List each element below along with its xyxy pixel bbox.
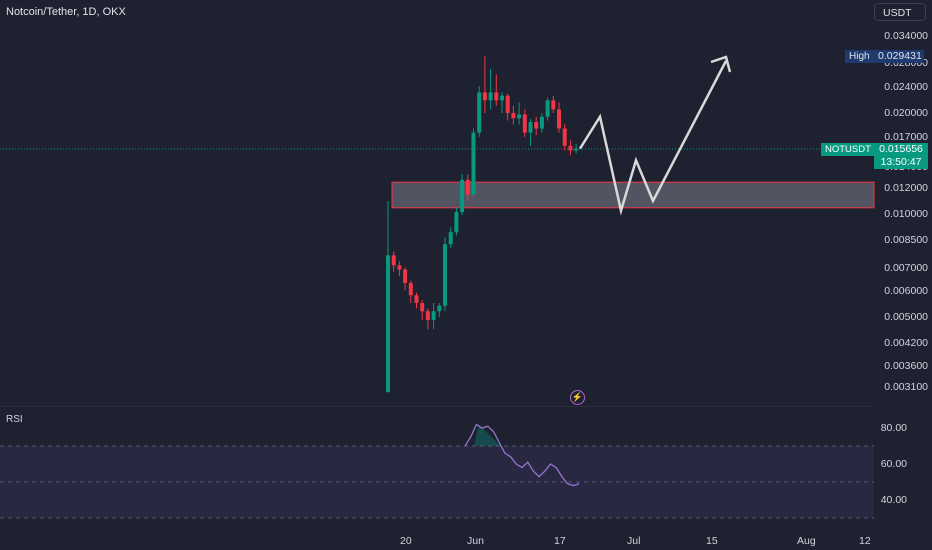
- support-zone: [391, 181, 875, 209]
- high-value: 0.029431: [874, 50, 924, 63]
- candle-body: [574, 148, 579, 151]
- candle-body: [408, 282, 413, 296]
- candle-body: [386, 255, 390, 393]
- currency-button[interactable]: USDT: [874, 3, 926, 21]
- rsi-line: [464, 423, 580, 487]
- candle-body: [568, 145, 573, 151]
- time-tick-label: Jul: [627, 535, 641, 547]
- candle-body: [511, 113, 516, 119]
- candle-body: [443, 244, 447, 306]
- price-tick-label: 0.005000: [884, 311, 928, 323]
- candle-body: [420, 302, 425, 312]
- candle-body: [494, 92, 499, 101]
- price-tick-label: 0.006000: [884, 285, 928, 297]
- time-tick-label: Jun: [467, 535, 484, 547]
- chart-title: Notcoin/Tether, 1D, OKX: [6, 6, 126, 18]
- lightning-icon[interactable]: ⚡: [570, 390, 585, 405]
- candle-body: [454, 212, 459, 233]
- price-tick-label: 0.008500: [884, 234, 928, 246]
- candle-body: [477, 92, 482, 133]
- price-tick-label: 0.034000: [884, 30, 928, 42]
- candle-body: [471, 132, 476, 195]
- countdown: 13:50:47: [880, 156, 922, 168]
- rsi-tick-label: 40.00: [880, 494, 907, 506]
- candle-body: [482, 92, 487, 101]
- price-tick-label: 0.020000: [884, 107, 928, 119]
- price-tick-label: 0.012000: [884, 182, 928, 194]
- candle-body: [517, 114, 522, 119]
- candle-body: [534, 122, 539, 129]
- candle-body: [522, 114, 527, 133]
- candle-body: [545, 100, 550, 117]
- price-tick-label: 0.004200: [884, 337, 928, 349]
- candle-body: [448, 232, 453, 245]
- current-price: 0.015656: [879, 143, 923, 155]
- candle-body: [437, 305, 442, 312]
- rsi-overbought-fill: [474, 424, 500, 446]
- projection-arrowhead: [710, 55, 732, 73]
- candle-body: [397, 265, 402, 270]
- candle-body: [403, 269, 408, 283]
- projection-path: [578, 60, 728, 216]
- candle-body: [425, 311, 430, 320]
- candle-body: [562, 128, 567, 146]
- price-tick-label: 0.010000: [884, 208, 928, 220]
- time-tick-label: 12: [859, 535, 871, 547]
- price-tick-label: 0.007000: [884, 262, 928, 274]
- price-tick-label: 0.003100: [884, 381, 928, 393]
- rsi-tick-label: 60.00: [880, 458, 907, 470]
- candle-body: [431, 311, 436, 320]
- price-tick-label: 0.017000: [884, 131, 928, 143]
- candle-body: [391, 255, 396, 266]
- rsi-label: RSI: [6, 414, 23, 425]
- time-tick-label: 17: [554, 535, 566, 547]
- candle-body: [528, 122, 533, 133]
- candle-body: [500, 95, 504, 101]
- candle-body: [488, 92, 493, 101]
- candle-body: [414, 295, 419, 303]
- candle-body: [460, 179, 465, 213]
- time-tick-label: 20: [400, 535, 412, 547]
- rsi-tick-label: 80.00: [880, 422, 907, 434]
- high-label: High: [845, 50, 874, 63]
- price-tick-label: 0.024000: [884, 81, 928, 93]
- current-symbol-badge: NOTUSDT: [821, 143, 875, 156]
- candle-body: [551, 100, 556, 110]
- price-tick-label: 0.003600: [884, 360, 928, 372]
- candle-body: [557, 109, 561, 129]
- candle-body: [539, 116, 544, 129]
- candle-body: [465, 179, 470, 195]
- pane-divider: [0, 406, 874, 407]
- candle-body: [505, 95, 510, 113]
- time-tick-label: Aug: [797, 535, 816, 547]
- current-price-badge: 0.015656 13:50:47: [874, 143, 928, 169]
- time-tick-label: 15: [706, 535, 718, 547]
